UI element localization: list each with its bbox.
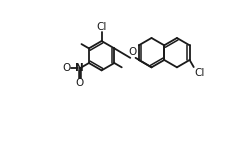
Text: N: N [75, 63, 84, 73]
Text: Cl: Cl [194, 68, 204, 78]
Text: O: O [76, 78, 84, 88]
Text: O: O [62, 63, 70, 73]
Text: O: O [129, 47, 137, 57]
Text: Cl: Cl [96, 22, 107, 32]
